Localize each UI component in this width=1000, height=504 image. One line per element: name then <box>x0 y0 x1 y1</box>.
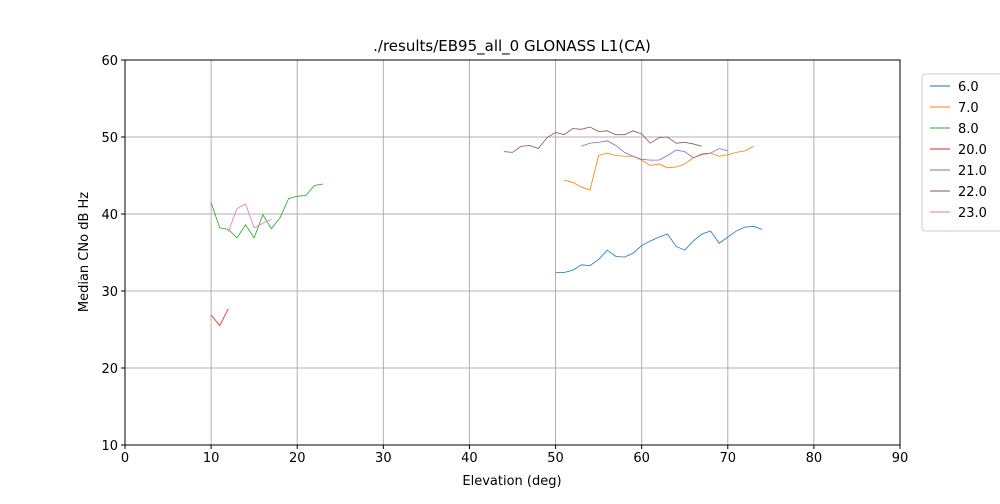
x-tick-label: 70 <box>720 451 737 466</box>
y-tick-label: 10 <box>101 439 118 454</box>
legend-label: 8.0 <box>958 122 979 137</box>
x-tick-label: 80 <box>806 451 823 466</box>
y-tick-label: 20 <box>101 362 118 377</box>
x-tick-label: 90 <box>892 451 909 466</box>
x-tick-label: 30 <box>375 451 392 466</box>
legend-label: 23.0 <box>958 206 987 221</box>
x-tick-label: 40 <box>461 451 478 466</box>
x-tick-label: 10 <box>203 451 220 466</box>
y-tick-label: 30 <box>101 285 118 300</box>
legend-box <box>921 73 1000 232</box>
plot-frame <box>124 59 901 446</box>
y-tick-label: 40 <box>101 208 118 223</box>
y-axis-label: Median CNo dB Hz <box>77 192 92 312</box>
series-line <box>210 308 229 327</box>
series-line <box>564 145 754 191</box>
y-tick-label: 60 <box>101 54 118 69</box>
y-tick-label: 50 <box>101 131 118 146</box>
chart-title: ./results/EB95_all_0 GLONASS L1(CA) <box>373 37 651 56</box>
legend-label: 7.0 <box>958 101 979 116</box>
series-line <box>227 203 272 232</box>
series-line <box>555 225 763 273</box>
x-tick-label: 0 <box>121 451 129 466</box>
x-tick-label: 50 <box>547 451 564 466</box>
x-tick-label: 60 <box>633 451 650 466</box>
series-line <box>503 126 703 153</box>
x-axis-label: Elevation (deg) <box>462 474 561 489</box>
legend-label: 22.0 <box>958 185 987 200</box>
legend-label: 20.0 <box>958 143 987 158</box>
series-line <box>581 140 728 161</box>
legend-label: 6.0 <box>958 80 979 95</box>
legend-label: 21.0 <box>958 164 987 179</box>
x-tick-label: 20 <box>289 451 306 466</box>
